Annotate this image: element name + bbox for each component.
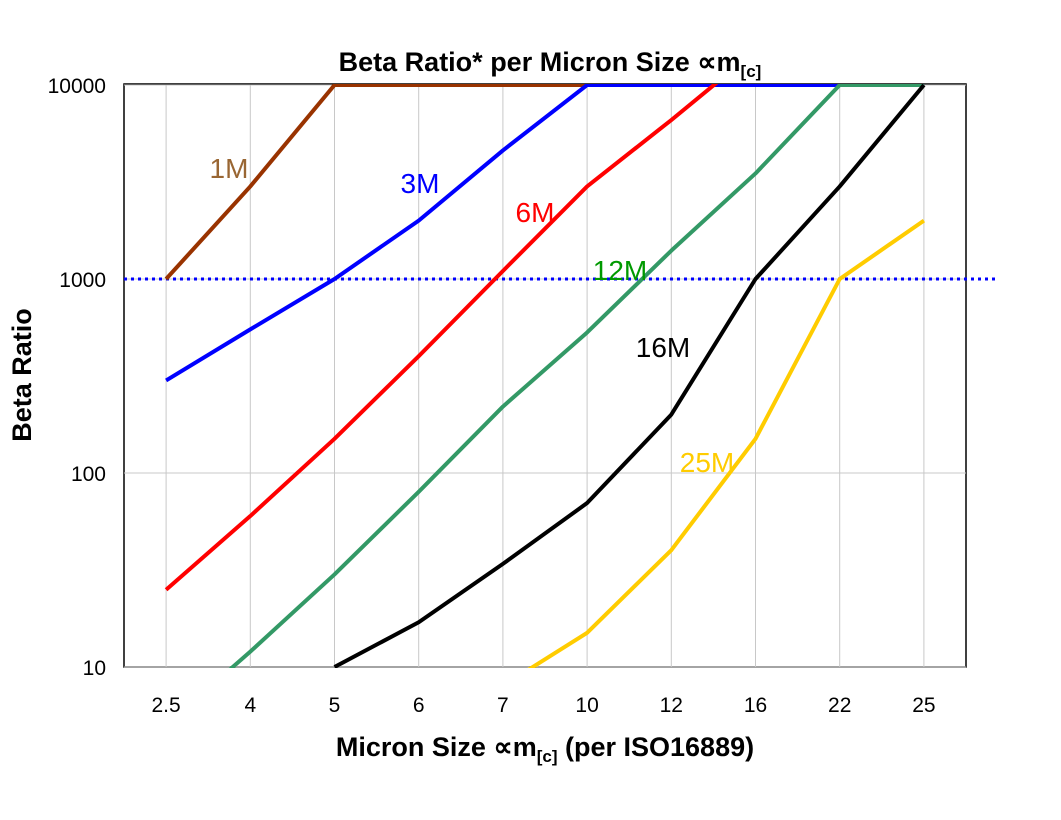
x-axis-label-subscript: [c] (537, 747, 558, 766)
series-line-25M (527, 218, 926, 668)
series-labels: 1M 3M 6M 12M 16M 25M (210, 153, 735, 478)
series-line-6M (164, 84, 719, 592)
chart-title-main: Beta Ratio* per Micron Size ∝m (339, 47, 741, 77)
series-label-3M: 3M (401, 168, 440, 199)
x-tick-label: 12 (660, 694, 683, 717)
series-line-16M (333, 84, 926, 668)
y-axis-label: Beta Ratio (7, 308, 37, 442)
y-tick-label: 1000 (59, 269, 106, 292)
series-label-16M: 16M (636, 332, 690, 363)
x-tick-label: 16 (744, 694, 767, 717)
x-axis-label-main: Micron Size ∝m (336, 732, 537, 762)
series-label-12M: 12M (593, 255, 647, 286)
x-tick-label: 25 (912, 694, 935, 717)
x-axis-ticks: 2.5 4 5 6 7 10 12 16 22 25 (151, 694, 935, 717)
y-tick-label: 10000 (48, 75, 106, 98)
series-label-1M: 1M (210, 153, 249, 184)
x-tick-label: 22 (828, 694, 851, 717)
series-lines (164, 84, 926, 668)
x-tick-label: 10 (575, 694, 598, 717)
x-axis-label-suffix: (per ISO16889) (558, 732, 755, 762)
series-label-25M: 25M (680, 447, 734, 478)
x-tick-label: 4 (244, 694, 256, 717)
x-axis-label: Micron Size ∝m[c] (per ISO16889) (336, 732, 754, 766)
x-tick-label: 5 (329, 694, 341, 717)
y-tick-label: 10 (83, 657, 106, 680)
x-tick-label: 2.5 (151, 694, 180, 717)
plot-area (123, 83, 967, 668)
y-axis-ticks: 10 100 1000 10000 (48, 75, 106, 680)
chart-title-subscript: [c] (741, 62, 762, 81)
chart-title: Beta Ratio* per Micron Size ∝m[c] (339, 47, 762, 81)
series-label-6M: 6M (516, 197, 555, 228)
series-line-12M (228, 84, 924, 668)
y-tick-label: 100 (71, 463, 106, 486)
x-tick-label: 7 (497, 694, 509, 717)
series-line-3M (165, 84, 924, 383)
x-tick-label: 6 (413, 694, 425, 717)
